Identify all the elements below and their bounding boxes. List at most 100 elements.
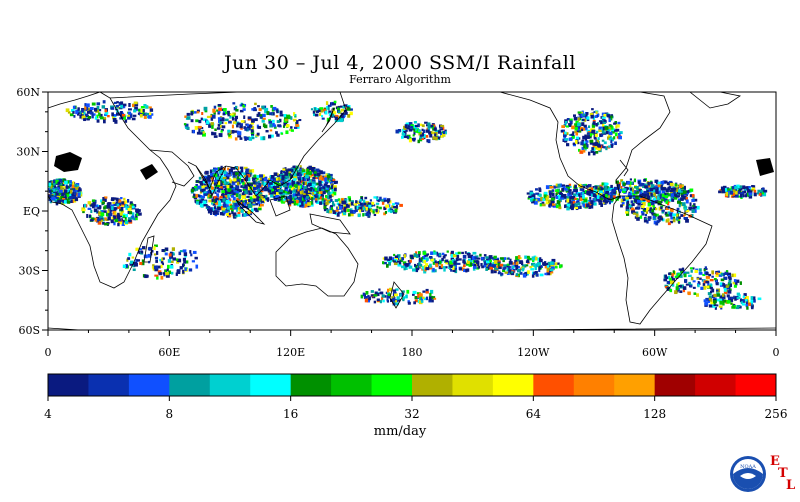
rain-pixel [276, 133, 280, 137]
rain-pixel [363, 296, 368, 299]
rain-pixel [239, 137, 243, 140]
rain-pixel [256, 185, 260, 189]
rain-pixel [591, 147, 594, 151]
rain-pixel [603, 121, 607, 124]
rain-pixel [598, 126, 603, 130]
rain-pixel [272, 186, 277, 189]
rain-pixel [86, 118, 90, 121]
rain-pixel [534, 263, 537, 268]
rain-pixel [195, 193, 198, 198]
rain-pixel [254, 118, 258, 122]
rain-pixel [213, 206, 217, 209]
rain-pixel [267, 189, 272, 193]
rain-pixel [731, 296, 735, 300]
rain-pixel [315, 192, 318, 197]
rain-pixel [244, 137, 247, 141]
rain-pixel [429, 256, 433, 259]
rain-pixel [698, 272, 703, 275]
rain-pixel [693, 292, 697, 295]
rain-pixel [268, 181, 273, 185]
rain-pixel [678, 189, 682, 193]
rain-pixel [210, 122, 214, 126]
rain-pixel [313, 175, 318, 180]
rain-pixel [326, 174, 331, 179]
rain-pixel [525, 272, 529, 276]
rain-pixel [414, 124, 419, 128]
rain-pixel [684, 207, 687, 211]
rain-pixel [96, 210, 99, 214]
rain-pixel [243, 213, 247, 217]
rain-pixel [418, 129, 421, 133]
rain-pixel [567, 193, 571, 197]
rain-pixel [209, 175, 213, 179]
rain-pixel [380, 199, 384, 202]
rain-pixel [426, 139, 429, 143]
rain-pixel [405, 122, 410, 125]
rain-pixel [608, 138, 611, 141]
rain-pixel [138, 212, 142, 216]
rain-pixel [707, 281, 710, 286]
rain-pixel [567, 199, 572, 204]
rain-pixel [160, 275, 164, 280]
rain-pixel [626, 209, 630, 212]
rain-pixel [90, 111, 94, 115]
rain-pixel [112, 197, 117, 200]
rain-pixel [582, 141, 586, 145]
rain-pixel [617, 121, 621, 125]
rain-pixel [585, 142, 588, 146]
rain-pixel [322, 191, 326, 195]
rain-pixel [607, 128, 611, 132]
rain-pixel [630, 192, 634, 196]
rain-pixel [228, 188, 232, 192]
rain-pixel [591, 129, 596, 134]
rain-pixel [244, 200, 248, 204]
rain-pixel [221, 190, 225, 194]
rain-pixel [330, 199, 333, 202]
rain-pixel [582, 203, 586, 207]
rain-pixel [210, 117, 214, 121]
rain-pixel [318, 176, 323, 181]
rain-pixel [641, 202, 646, 206]
rain-pixel [343, 203, 347, 206]
rain-pixel [453, 260, 457, 265]
rain-pixel [665, 207, 670, 211]
rain-pixel [203, 188, 206, 191]
rain-pixel [96, 119, 100, 123]
rain-pixel [538, 269, 541, 273]
rain-pixel [683, 206, 688, 209]
rain-pixel [600, 187, 604, 191]
rain-pixel [63, 189, 68, 193]
rain-pixel [169, 265, 174, 269]
rain-pixel [396, 254, 401, 257]
rain-pixel [93, 113, 96, 116]
rain-pixel [217, 181, 221, 185]
rain-pixel [579, 197, 583, 202]
rain-pixel [566, 186, 570, 190]
rain-pixel [596, 148, 601, 151]
rain-pixel [730, 302, 733, 305]
rain-pixel [270, 194, 274, 198]
rain-pixel [626, 187, 631, 190]
rain-pixel [597, 122, 600, 126]
rain-pixel [315, 168, 320, 173]
rain-pixel [582, 184, 586, 187]
rain-pixel [671, 273, 674, 277]
rain-pixel [113, 114, 117, 117]
rain-pixel [613, 186, 618, 190]
rain-pixel [236, 178, 240, 182]
rain-pixel [143, 115, 147, 119]
rain-pixel [434, 133, 437, 137]
rain-pixel [424, 254, 428, 257]
rain-pixel [262, 136, 266, 141]
rain-pixel [370, 294, 375, 297]
rain-pixel [682, 190, 687, 194]
rain-pixel [111, 217, 115, 221]
rain-pixel [348, 202, 352, 207]
rain-pixel [130, 203, 134, 208]
rain-pixel [344, 104, 348, 108]
rain-pixel [532, 272, 536, 276]
rain-pixel [306, 178, 309, 182]
rain-pixel [535, 273, 539, 277]
rain-pixel [521, 264, 526, 268]
rain-pixel [251, 108, 255, 111]
